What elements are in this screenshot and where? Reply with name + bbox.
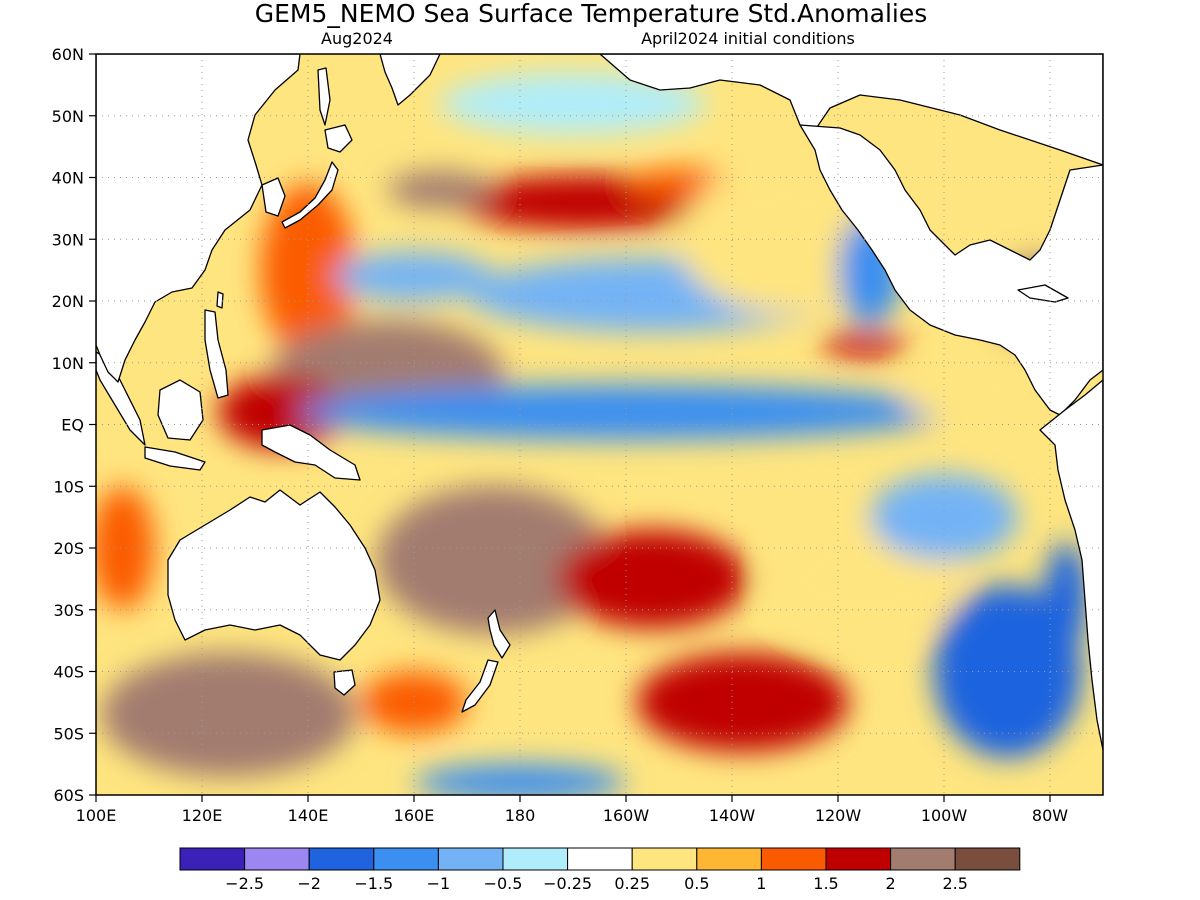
anomaly-region <box>869 473 1019 561</box>
anomaly-region <box>636 652 849 752</box>
anomaly-region <box>933 585 1082 758</box>
anomaly-region <box>1044 541 1088 653</box>
legend-swatch <box>373 847 439 871</box>
legend-swatch <box>825 847 892 871</box>
lat-tick-label: 50N <box>52 107 84 126</box>
japan-hokkaido-landmass <box>324 124 353 153</box>
lat-tick-label: 20S <box>53 539 84 558</box>
lon-tick-label: 180 <box>505 806 536 825</box>
lat-tick-label: 50S <box>53 724 84 743</box>
legend-label: 0.5 <box>684 874 709 893</box>
legend-label: 0.25 <box>614 874 650 893</box>
new-zealand-south-landmass <box>461 659 499 713</box>
legend-swatch <box>308 847 375 871</box>
anomaly-region <box>557 529 748 629</box>
legend-swatches <box>179 847 1021 871</box>
lat-tick-label: 20N <box>52 292 84 311</box>
anomaly-region <box>217 375 346 450</box>
anomaly-region <box>440 72 706 135</box>
anomaly-region <box>822 331 907 357</box>
color-legend: −2.5 −2 −1.5 −1 −0.5 −0.25 0.25 0.5 1 1.5 2 2.5 <box>179 847 1021 893</box>
legend-swatch <box>890 847 956 871</box>
legend-swatch <box>179 847 246 871</box>
anomaly-region <box>297 384 955 440</box>
borneo-landmass <box>157 379 204 441</box>
lon-tick-label: 160E <box>394 806 435 825</box>
longitude-axis: 100E 120E 140E 160E 180 160W 140W 120W 100W 80W <box>76 795 1068 825</box>
lat-tick-label: 60N <box>52 45 84 64</box>
legend-label: −0.25 <box>543 874 592 893</box>
land-masses <box>96 54 1103 751</box>
java-landmass <box>144 446 206 471</box>
north-america-landmass <box>799 124 1103 416</box>
lat-tick-label: 10N <box>52 354 84 373</box>
legend-label: −0.5 <box>484 874 523 893</box>
legend-swatch <box>437 847 504 871</box>
legend-label: 2 <box>886 874 896 893</box>
tasmania-landmass <box>333 669 356 696</box>
anomaly-region <box>101 652 356 777</box>
japan-honshu-landmass <box>281 161 339 229</box>
taiwan-landmass <box>216 291 224 309</box>
korea-landmass <box>261 177 286 217</box>
lat-tick-label: 10S <box>53 477 84 496</box>
philippines-landmass <box>204 309 229 399</box>
lat-tick-label: 60S <box>53 786 84 805</box>
legend-swatch <box>631 847 698 871</box>
anomaly-region <box>414 764 626 795</box>
lon-tick-label: 160W <box>603 806 650 825</box>
lon-tick-label: 120E <box>182 806 223 825</box>
south-america-landmass <box>1039 379 1103 751</box>
anomaly-region <box>96 486 155 610</box>
lon-tick-label: 140W <box>709 806 756 825</box>
legend-label: −1.5 <box>354 874 393 893</box>
lon-tick-label: 120W <box>815 806 862 825</box>
legend-swatch <box>502 847 569 871</box>
lon-tick-label: 140E <box>288 806 329 825</box>
initial-conditions: April2024 initial conditions <box>641 29 855 48</box>
asia-mainland-landmass <box>96 54 301 383</box>
alaska-landmass <box>599 54 1103 166</box>
anomaly-region <box>387 171 494 209</box>
lon-tick-label: 80W <box>1032 806 1068 825</box>
anomaly-field <box>96 60 1103 795</box>
forecast-month: Aug2024 <box>321 29 393 48</box>
kamchatka-landmass <box>379 54 441 106</box>
latitude-axis: 60N 50N 40N 30N 20N 10N EQ 10S 20S 30S 40S 50S 60S <box>52 45 96 805</box>
figure-title: GEM5_NEMO Sea Surface Temperature Std.An… <box>255 0 928 28</box>
legend-labels: −2.5 −2 −1.5 −1 −0.5 −0.25 0.25 0.5 1 1.5 2 2.5 <box>225 874 968 893</box>
legend-swatch <box>760 847 827 871</box>
legend-swatch <box>244 847 310 871</box>
lat-tick-label: 30S <box>53 601 84 620</box>
lat-tick-label: 40N <box>52 169 84 188</box>
sakhalin-landmass <box>317 67 331 126</box>
cuba-landmass <box>1017 284 1069 303</box>
legend-label: −1 <box>427 874 451 893</box>
australia-landmass <box>167 489 381 661</box>
lat-tick-label: 30N <box>52 230 84 249</box>
lat-tick-label: EQ <box>61 416 84 435</box>
legend-label: −2 <box>297 874 321 893</box>
lon-tick-label: 100W <box>921 806 968 825</box>
legend-swatch <box>567 847 633 871</box>
anomaly-region <box>376 486 611 635</box>
legend-label: 2.5 <box>942 874 967 893</box>
new-zealand-north-landmass <box>487 609 511 659</box>
legend-label: 1 <box>756 874 766 893</box>
map-panel <box>96 54 1103 795</box>
lat-tick-label: 40S <box>53 663 84 682</box>
legend-swatch <box>696 847 762 871</box>
lon-tick-label: 100E <box>76 806 117 825</box>
legend-swatch <box>954 847 1021 871</box>
legend-label: −2.5 <box>225 874 264 893</box>
legend-label: 1.5 <box>813 874 838 893</box>
new-guinea-landmass <box>261 424 361 481</box>
